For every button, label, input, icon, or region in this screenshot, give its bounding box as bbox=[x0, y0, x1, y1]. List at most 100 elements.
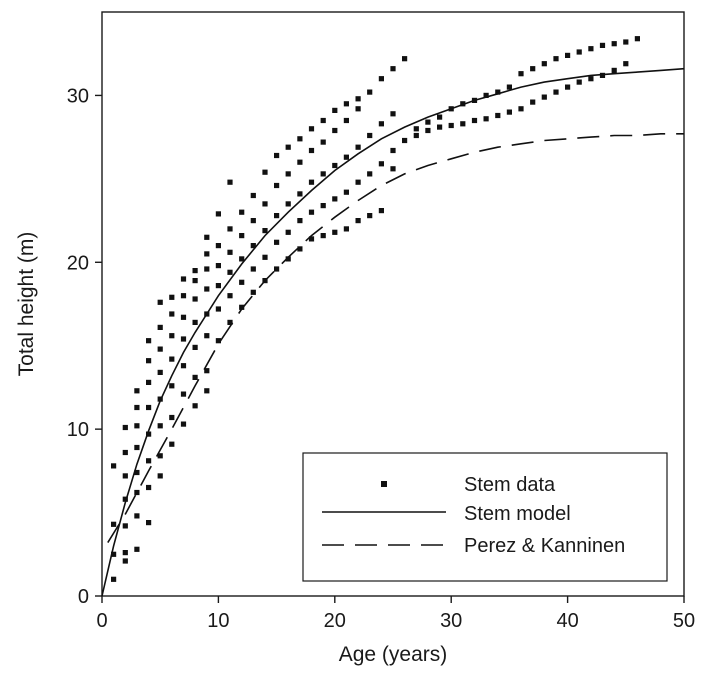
data-point bbox=[192, 374, 198, 380]
data-point bbox=[611, 67, 617, 73]
data-point bbox=[553, 89, 559, 95]
data-point bbox=[471, 97, 478, 103]
x-tick-label: 20 bbox=[324, 610, 346, 632]
data-point bbox=[122, 523, 128, 529]
data-point bbox=[611, 41, 617, 47]
data-point bbox=[157, 324, 163, 330]
data-point bbox=[565, 52, 571, 58]
data-point bbox=[180, 391, 187, 397]
data-point bbox=[274, 266, 280, 272]
data-point bbox=[402, 56, 408, 62]
data-point bbox=[343, 117, 349, 124]
data-point bbox=[355, 218, 361, 224]
x-tick-label: 10 bbox=[207, 610, 229, 632]
data-point bbox=[215, 306, 221, 312]
data-point bbox=[320, 203, 326, 209]
data-point bbox=[471, 117, 478, 124]
data-point bbox=[204, 286, 210, 292]
data-point bbox=[274, 182, 280, 189]
data-point bbox=[215, 211, 221, 217]
data-point bbox=[192, 319, 198, 325]
data-point bbox=[553, 56, 559, 62]
data-point bbox=[355, 179, 361, 185]
y-tick-label: 20 bbox=[67, 252, 89, 274]
data-point bbox=[518, 71, 524, 77]
data-point bbox=[332, 196, 338, 202]
data-point bbox=[576, 49, 582, 55]
x-axis-label: Age (years) bbox=[339, 643, 448, 666]
x-tick-label: 50 bbox=[673, 610, 695, 632]
plot-frame bbox=[101, 11, 685, 597]
data-point bbox=[146, 458, 152, 464]
data-point bbox=[134, 444, 140, 451]
data-point bbox=[169, 383, 175, 389]
legend-box bbox=[302, 452, 668, 582]
data-point bbox=[157, 346, 163, 352]
data-point bbox=[262, 254, 268, 260]
y-axis-label: Total height (m) bbox=[15, 232, 38, 377]
data-point bbox=[157, 423, 163, 429]
data-point bbox=[204, 234, 210, 240]
data-point bbox=[180, 276, 187, 282]
data-point bbox=[355, 96, 361, 102]
data-point bbox=[599, 72, 606, 78]
data-point bbox=[367, 89, 373, 95]
data-point bbox=[157, 453, 163, 459]
data-point bbox=[192, 278, 198, 284]
data-point bbox=[111, 551, 117, 557]
data-point bbox=[262, 278, 268, 284]
data-point bbox=[134, 423, 140, 429]
data-point bbox=[146, 484, 152, 491]
data-point bbox=[180, 421, 187, 427]
data-point bbox=[483, 92, 489, 98]
data-point bbox=[204, 266, 210, 272]
data-point bbox=[378, 121, 384, 127]
data-point bbox=[332, 229, 338, 235]
data-point bbox=[169, 441, 175, 447]
data-point bbox=[250, 218, 256, 224]
data-point bbox=[134, 388, 140, 394]
data-point bbox=[390, 111, 396, 117]
data-point bbox=[343, 226, 349, 232]
data-point bbox=[274, 152, 280, 159]
data-point bbox=[390, 147, 396, 154]
data-point bbox=[122, 424, 128, 431]
data-point bbox=[308, 126, 315, 132]
data-point bbox=[320, 117, 326, 124]
data-point bbox=[332, 162, 338, 169]
data-point bbox=[262, 201, 268, 207]
data-point bbox=[146, 404, 152, 411]
data-point bbox=[146, 520, 152, 526]
data-point bbox=[378, 76, 384, 82]
data-point bbox=[320, 171, 326, 177]
data-point bbox=[122, 558, 128, 564]
data-point bbox=[599, 42, 606, 48]
data-point bbox=[180, 363, 187, 369]
data-point bbox=[588, 76, 594, 82]
data-point bbox=[146, 338, 152, 344]
data-point bbox=[448, 106, 454, 112]
data-point bbox=[320, 233, 326, 239]
data-point bbox=[541, 61, 547, 67]
axis-ticks bbox=[95, 94, 685, 603]
data-point bbox=[169, 333, 175, 339]
data-point bbox=[146, 379, 152, 385]
data-point bbox=[343, 154, 349, 160]
x-tick-label: 30 bbox=[440, 610, 462, 632]
data-point bbox=[413, 126, 419, 132]
data-point bbox=[285, 144, 291, 150]
data-point bbox=[134, 513, 140, 519]
data-point bbox=[262, 228, 268, 234]
legend-marker-stem-data bbox=[381, 481, 387, 487]
data-point bbox=[343, 189, 349, 195]
axis-tick-labels: 0 10 20 30 40 50 0 10 20 30 bbox=[67, 85, 695, 632]
y-tick-label: 0 bbox=[78, 586, 89, 608]
data-point bbox=[169, 414, 175, 421]
data-point bbox=[227, 293, 233, 299]
data-point bbox=[378, 208, 384, 214]
data-point bbox=[332, 127, 338, 134]
data-point bbox=[367, 171, 373, 177]
data-point bbox=[518, 106, 524, 112]
data-point bbox=[157, 396, 163, 402]
